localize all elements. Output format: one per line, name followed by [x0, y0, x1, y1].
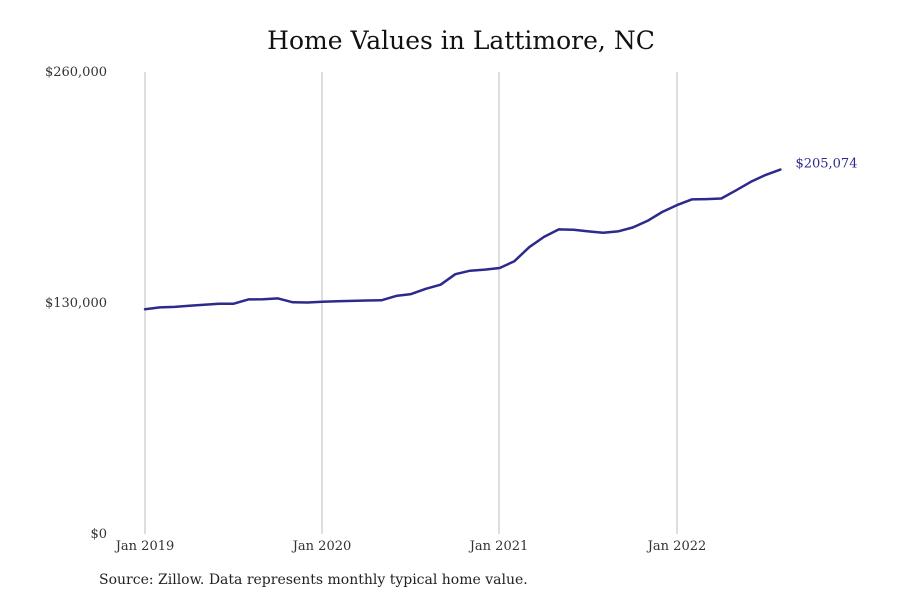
x-axis-ticks: Jan 2019 Jan 2020 Jan 2021 Jan 2022: [114, 539, 707, 554]
source-note: Source: Zillow. Data represents monthly …: [99, 572, 528, 588]
data-point: [159, 306, 161, 308]
data-point: [306, 301, 308, 303]
data-point: [336, 300, 338, 302]
data-point: [425, 288, 427, 290]
data-point: [735, 189, 737, 191]
data-point: [439, 283, 441, 285]
data-point: [262, 298, 264, 300]
data-point: [661, 211, 663, 213]
data-point: [750, 181, 752, 183]
data-point: [528, 246, 530, 248]
data-point: [203, 304, 205, 306]
data-point: [395, 295, 397, 297]
data-point: [484, 268, 486, 270]
data-point: [144, 308, 146, 310]
data-point: [676, 204, 678, 206]
data-point: [720, 197, 722, 199]
x-tick-label: Jan 2020: [291, 539, 352, 554]
data-point: [587, 230, 589, 232]
data-point: [232, 303, 234, 305]
series-layer: $205,074: [143, 157, 857, 311]
data-point: [572, 229, 574, 231]
data-point: [351, 300, 353, 302]
x-tick-label: Jan 2021: [468, 539, 529, 554]
data-point: [764, 174, 766, 176]
data-point: [646, 220, 648, 222]
data-point: [498, 267, 500, 269]
series-line: [143, 168, 782, 311]
data-point: [173, 306, 175, 308]
data-point: [779, 168, 781, 170]
y-tick-label: $130,000: [45, 296, 107, 311]
data-point: [365, 299, 367, 301]
x-tick-label: Jan 2019: [114, 539, 175, 554]
y-tick-label: $0: [90, 527, 107, 542]
x-tick-label: Jan 2022: [646, 539, 707, 554]
data-point: [558, 228, 560, 230]
y-axis-ticks: $0 $130,000 $260,000: [45, 65, 107, 542]
y-tick-label: $260,000: [45, 65, 107, 80]
data-point: [188, 305, 190, 307]
data-point: [617, 230, 619, 232]
data-point: [380, 299, 382, 301]
data-point: [218, 303, 220, 305]
end-value-label: $205,074: [795, 157, 857, 172]
data-point: [410, 293, 412, 295]
data-point: [277, 297, 279, 299]
data-point: [705, 198, 707, 200]
data-point: [543, 236, 545, 238]
data-point: [513, 260, 515, 262]
chart-title: Home Values in Lattimore, NC: [267, 26, 655, 55]
data-point: [469, 269, 471, 271]
data-point: [321, 301, 323, 303]
data-point: [691, 198, 693, 200]
data-point: [247, 298, 249, 300]
data-point: [602, 232, 604, 234]
data-point: [454, 273, 456, 275]
data-point: [631, 226, 633, 228]
data-point: [292, 301, 294, 303]
